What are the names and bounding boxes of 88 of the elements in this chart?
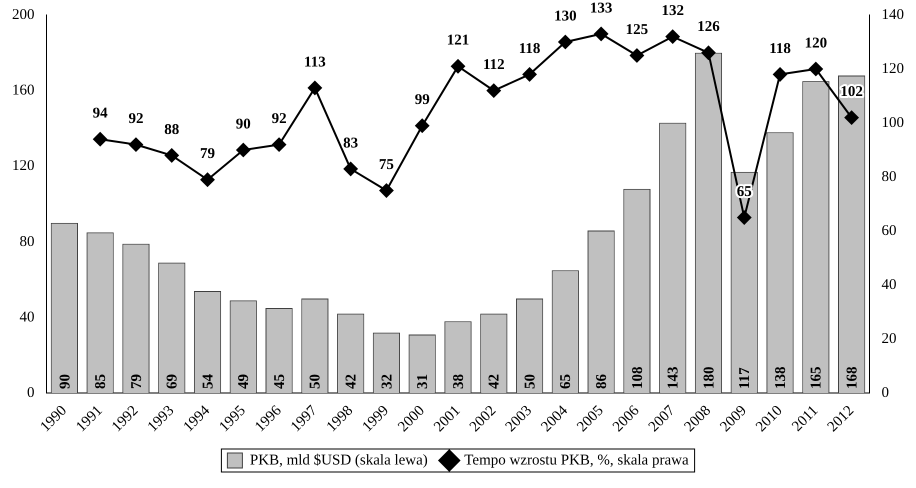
point [701,46,716,60]
point [558,35,572,50]
point [236,143,250,158]
data-label: 86 [594,374,610,390]
point [451,59,465,74]
point [93,132,108,146]
y2-tick-label: 80 [882,168,896,185]
legend-label: Tempo wzrostu PKB, %, skala prawa [464,452,689,468]
data-label: 31 [415,374,432,390]
point [808,62,823,76]
data-label: 50 [522,374,538,390]
point [200,172,215,187]
data-label: 168 [844,366,860,390]
y2-tick-label: 60 [882,222,896,239]
point [308,80,322,95]
data-label: 69 [164,374,181,390]
x-tick-label: 1990 [37,402,70,436]
data-label: 125 [626,22,648,38]
y-tick-label: 80 [20,234,34,250]
x-tick-label: 1999 [360,402,392,436]
y-tick-label: 0 [27,384,34,401]
data-label: 126 [697,19,720,36]
y-tick-label: 160 [12,82,34,99]
y-tick-label: 120 [12,158,34,174]
data-label: 130 [554,8,577,24]
data-label: 117 [737,366,754,390]
data-label: 88 [164,122,180,138]
point [666,30,680,44]
y2-tick-label: 140 [882,6,904,23]
y-tick-label: 200 [12,6,34,23]
y-tick-label: 40 [20,309,34,326]
data-label: 65 [558,374,574,390]
x-tick-label: 1993 [144,402,178,436]
y2-tick-label: 20 [882,330,896,347]
data-label: 90 [57,374,74,390]
point [737,210,752,225]
data-label: 118 [518,40,540,57]
data-label: 121 [446,32,470,49]
point [344,162,358,176]
data-label: 138 [772,366,789,390]
data-label: 90 [236,116,251,132]
data-label: 94 [92,106,108,122]
point [594,26,608,41]
y2-tick-label: 100 [882,114,904,131]
point [272,138,286,152]
data-label: 79 [200,146,216,162]
data-label: 45 [272,374,288,390]
data-label: 79 [128,374,145,390]
data-label: 85 [93,374,110,390]
point [522,67,537,82]
data-label: 42 [344,374,360,390]
data-label: 49 [236,374,252,390]
data-label: 50 [308,374,324,390]
data-label: 118 [769,40,791,57]
point [630,48,644,63]
point [379,184,394,198]
data-label: 42 [486,374,503,390]
data-label: 92 [128,110,144,127]
x-tick-label: 2011 [789,402,822,435]
y2-tick-label: 40 [882,276,896,293]
data-label: 99 [414,92,430,108]
point [415,118,430,133]
point [844,110,859,125]
data-label: 83 [343,135,358,152]
data-label: 120 [804,35,828,52]
y2-tick-label: 0 [882,384,889,401]
data-label: 92 [272,110,287,127]
point [486,84,501,98]
data-label: 75 [378,156,394,173]
data-label: 180 [701,366,718,390]
data-label: 102 [840,84,863,100]
data-label: 113 [304,54,326,70]
data-label: 143 [666,366,682,390]
data-label: 54 [200,374,216,390]
data-label: 133 [590,0,612,16]
data-label: 132 [661,2,684,19]
point [773,67,788,82]
data-label: 32 [379,374,396,390]
x-tick-label: 1992 [109,402,142,436]
x-tick-label: 1991 [73,402,106,436]
legend-label: PKB, mld $USD (skala lewa) [250,452,428,468]
data-label: 112 [482,56,505,73]
data-label: 108 [630,366,646,390]
y2-tick-label: 120 [882,60,904,77]
point [164,148,179,162]
data-label: 38 [450,374,467,390]
data-label: 165 [808,366,825,390]
point [128,138,143,152]
